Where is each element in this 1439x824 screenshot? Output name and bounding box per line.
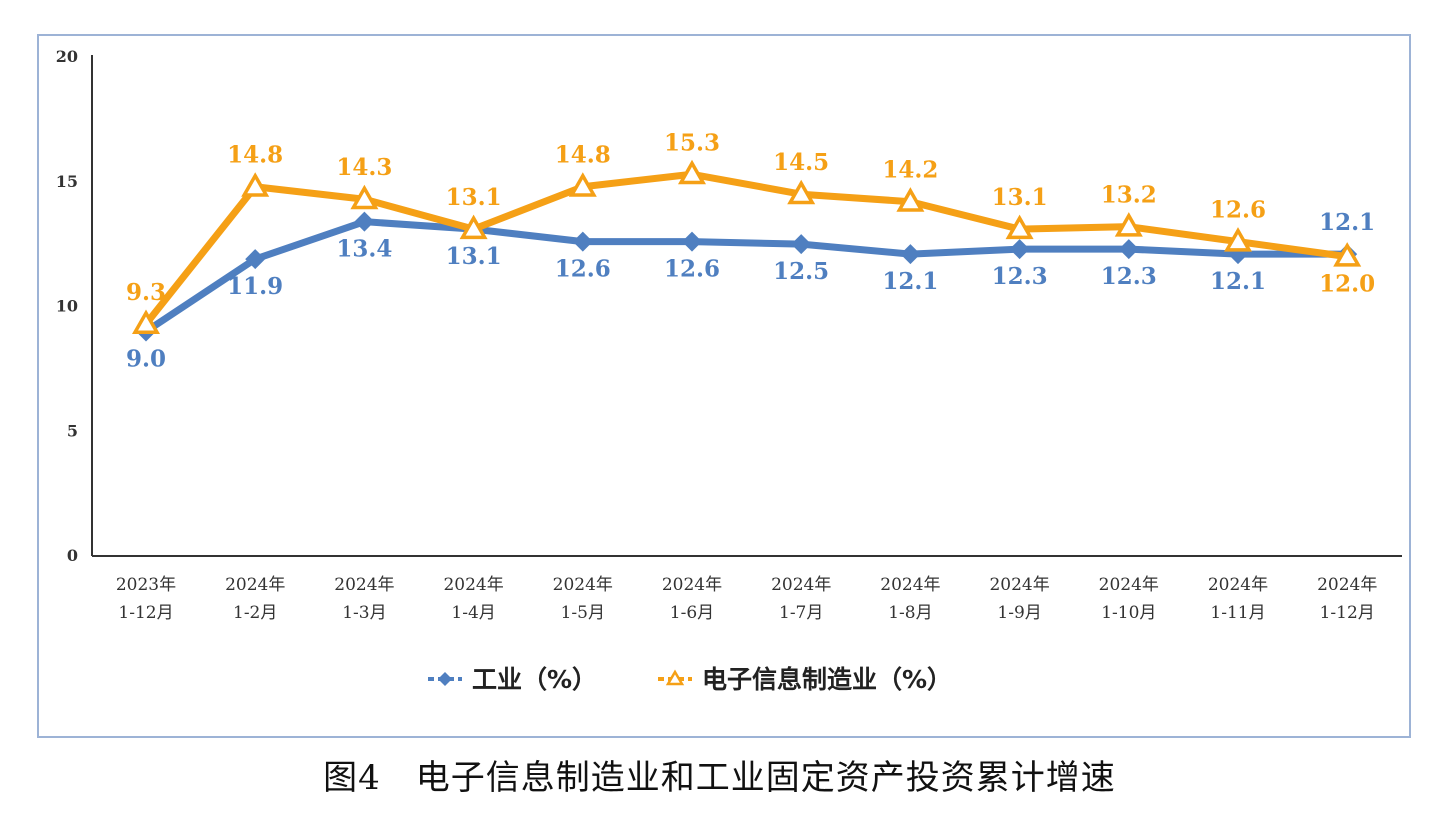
data-point-electronics: [1223, 227, 1253, 252]
data-label-electronics: 9.3: [126, 279, 166, 306]
y-tick-label: 10: [56, 297, 78, 316]
x-tick-label: 2024年: [662, 575, 722, 595]
legend-label-industry: 工业（%）: [472, 665, 597, 694]
data-point-electronics: [677, 159, 707, 185]
data-label-electronics: 14.5: [773, 149, 829, 176]
legend-marker-industry: [438, 672, 452, 686]
data-label-industry: 12.1: [882, 268, 938, 295]
x-tick-label: 1-10月: [1101, 603, 1156, 623]
data-labels: 9.0 11.9 13.4 13.1 12.6 12.6 12.5 12.1 12.3 12.3 1…: [126, 129, 1375, 372]
data-label-electronics: 14.8: [555, 142, 611, 169]
x-tick-label: 1-7月: [779, 603, 823, 623]
x-tick-label: 1-11月: [1210, 603, 1265, 623]
data-label-electronics: 14.8: [227, 142, 283, 169]
data-label-industry: 12.6: [664, 256, 720, 283]
data-point-electronics: [896, 187, 925, 212]
data-point-industry: [791, 234, 812, 255]
data-label-electronics: 15.3: [664, 129, 720, 156]
data-point-electronics: [1005, 214, 1034, 240]
data-label-industry: 13.4: [336, 236, 392, 263]
data-label-electronics: 12.6: [1210, 197, 1266, 224]
data-point-industry: [1118, 239, 1139, 260]
data-label-electronics: 13.2: [1101, 182, 1157, 209]
data-label-industry: 12.5: [773, 258, 829, 285]
data-label-industry: 9.0: [126, 345, 166, 372]
data-point-electronics: [459, 214, 488, 240]
data-label-industry: 12.6: [555, 256, 611, 283]
y-tick-label: 20: [56, 47, 78, 66]
data-point-electronics: [568, 172, 597, 197]
legend: 工业（%） 电子信息制造业（%）: [428, 665, 952, 694]
data-point-industry: [1009, 239, 1030, 260]
chart-title: 图4 电子信息制造业和工业固定资产投资累计增速: [323, 758, 1116, 798]
data-label-industry: 12.3: [992, 263, 1048, 290]
x-tick-label: 2024年: [1317, 575, 1377, 595]
data-point-electronics: [1333, 242, 1362, 267]
x-tick-label: 2024年: [880, 575, 940, 595]
legend-label-electronics: 电子信息制造业（%）: [702, 665, 952, 694]
x-tick-label: 1-2月: [233, 603, 277, 623]
x-tick-label: 2023年: [116, 575, 176, 595]
data-point-electronics: [787, 179, 816, 205]
x-tick-label: 2024年: [225, 575, 285, 595]
y-tick-label: 5: [67, 421, 78, 440]
data-label-industry: 13.1: [446, 243, 502, 270]
data-point-industry: [572, 231, 593, 252]
data-label-electronics: 14.3: [336, 154, 392, 181]
data-label-industry: 11.9: [227, 273, 283, 300]
data-point-electronics: [241, 172, 270, 197]
series-line-industry: [142, 218, 1351, 335]
x-tick-label: 1-9月: [997, 603, 1041, 623]
data-point-electronics: [350, 184, 379, 210]
x-tick-label: 2024年: [334, 575, 394, 595]
series-lines: [131, 159, 1362, 342]
x-tick-label: 1-6月: [670, 603, 714, 623]
x-tick-label: 1-4月: [451, 603, 495, 623]
x-tick-label: 1-3月: [342, 603, 386, 623]
x-tick-label: 2024年: [1099, 575, 1159, 595]
data-label-electronics: 14.2: [882, 157, 938, 184]
data-label-industry: 12.3: [1101, 263, 1157, 290]
x-tick-label: 2024年: [771, 575, 831, 595]
data-point-electronics: [131, 309, 161, 334]
axes: 0 5 10 15 20 2023年 1-12月 2024年 1-2月 2024年 1-3月 2024…: [56, 47, 1402, 623]
x-tick-label: 2024年: [443, 575, 503, 595]
data-point-industry: [354, 211, 375, 232]
x-tick-label: 2024年: [989, 575, 1049, 595]
data-label-electronics: 13.1: [446, 184, 502, 211]
data-point-industry: [900, 244, 921, 265]
x-tick-label: 1-5月: [561, 603, 605, 623]
data-point-industry: [682, 231, 702, 252]
y-tick-label: 0: [67, 546, 78, 565]
series-line-electronics: [142, 170, 1351, 328]
x-tick-label: 1-8月: [888, 603, 932, 623]
data-label-industry: 12.1: [1210, 268, 1266, 295]
x-tick-label: 1-12月: [1320, 603, 1375, 623]
x-tick-label: 2024年: [1208, 575, 1268, 595]
y-tick-label: 15: [56, 172, 78, 191]
data-label-electronics: 13.1: [992, 184, 1048, 211]
x-tick-label: 2024年: [553, 575, 613, 595]
data-label-industry: 12.1: [1319, 209, 1375, 236]
data-label-electronics: 12.0: [1319, 271, 1375, 298]
legend-marker-electronics: [665, 669, 685, 686]
chart-frame: [37, 34, 1411, 738]
data-point-industry: [245, 249, 266, 270]
x-tick-label: 1-12月: [118, 603, 173, 623]
data-point-electronics: [1114, 212, 1143, 237]
